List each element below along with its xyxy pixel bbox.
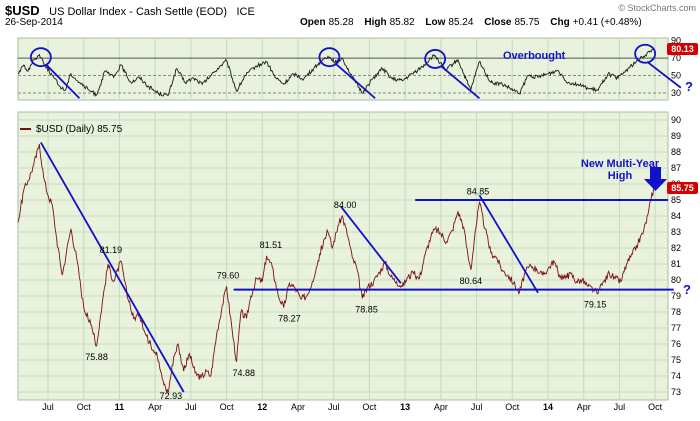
y-axis-label: 74: [671, 371, 681, 381]
y-axis-label: 80: [671, 275, 681, 285]
price-point-label: 80.64: [460, 276, 483, 286]
y-axis-label: 81: [671, 259, 681, 269]
x-axis-label: Oct: [77, 402, 92, 412]
trendline: [340, 205, 402, 284]
y-axis-label: 85: [671, 195, 681, 205]
chart-date: 26-Sep-2014: [5, 17, 63, 28]
y-axis-label: 88: [671, 147, 681, 157]
trendline: [45, 64, 81, 99]
quote-low-value: 85.24: [448, 17, 474, 28]
overbought-circle: [424, 49, 447, 69]
y-axis-label: 78: [671, 307, 681, 317]
price-plot-background: [17, 111, 669, 401]
x-axis-label: Jul: [471, 402, 483, 412]
new-high-line2: High: [607, 170, 633, 182]
price-line-swatch-icon: [20, 128, 31, 131]
price-series-line: [17, 143, 655, 394]
x-axis-label: 11: [115, 402, 125, 412]
quote-high-value: 85.82: [389, 17, 415, 28]
price-point-label: 74.88: [232, 368, 255, 378]
quote-close-value: 85.75: [514, 17, 540, 28]
price-legend: $USD (Daily) 85.75: [20, 124, 122, 135]
price-point-label: 78.27: [278, 314, 301, 324]
price-point-label: 81.19: [100, 245, 123, 255]
trendline: [40, 141, 185, 393]
y-axis-label: 77: [671, 323, 681, 333]
price-point-label: 84.85: [467, 186, 490, 196]
new-high-line1: New Multi-Year: [580, 158, 660, 170]
y-axis-label: 50: [671, 71, 681, 81]
quote-low-label: Low: [425, 17, 446, 28]
trendline: [478, 194, 539, 294]
x-axis-label: 12: [257, 402, 267, 412]
chart-header: $USD US Dollar Index - Cash Settle (EOD)…: [5, 2, 255, 20]
overbought-circle: [318, 47, 341, 68]
x-axis-label: Jul: [614, 402, 626, 412]
x-axis-label: Jul: [42, 402, 54, 412]
symbol: $USD: [5, 3, 40, 18]
x-axis-label: Apr: [291, 402, 305, 412]
price-point-label: 75.88: [85, 352, 108, 362]
chart-title: US Dollar Index - Cash Settle (EOD): [49, 6, 228, 18]
y-axis-label: 75: [671, 355, 681, 365]
x-axis-label: Oct: [362, 402, 377, 412]
overbought-circle: [634, 43, 657, 64]
x-axis-label: Oct: [220, 402, 235, 412]
price-point-label: 81.51: [260, 240, 283, 250]
overbought-annotation: Overbought: [503, 50, 566, 62]
y-axis-label: 70: [671, 53, 681, 63]
indicator-last-value-badge: 80.13: [667, 43, 698, 55]
x-axis-label: 13: [400, 402, 410, 412]
y-axis-label: 87: [671, 163, 681, 173]
price-point-label: 79.60: [217, 270, 240, 280]
exchange: ICE: [236, 6, 255, 18]
quote-close-label: Close: [484, 17, 512, 28]
trendline: [647, 61, 682, 89]
indicator-panel: 90 70 50 30: [17, 36, 682, 101]
x-axis-label: Jul: [328, 402, 340, 412]
overbought-circle: [29, 47, 52, 68]
x-axis-label: Apr: [148, 402, 162, 412]
y-axis-label: 79: [671, 291, 681, 301]
new-high-arrow-icon: [644, 167, 667, 191]
x-axis-label: Jul: [185, 402, 197, 412]
x-axis-label: Apr: [577, 402, 591, 412]
y-axis-label: 73: [671, 387, 681, 397]
quote-bar: Open 85.28 High 85.82 Low 85.24 Close 85.75 …: [300, 17, 642, 28]
price-panel: 81.19 75.88 72.93 79.60 74.88 81.51 78.27 84.00…: [17, 111, 681, 401]
y-axis-label: 76: [671, 339, 681, 349]
copyright: © StockCharts.com: [618, 3, 696, 13]
price-point-label: 72.93: [160, 391, 183, 401]
trendline: [334, 62, 376, 99]
quote-chg-value: +0.41 (+0.48%): [572, 17, 642, 28]
quote-open-label: Open: [300, 17, 326, 28]
quote-chg-label: Chg: [550, 17, 570, 28]
x-axis-label: Apr: [434, 402, 448, 412]
x-axis-label: Oct: [505, 402, 520, 412]
quote-open-value: 85.28: [328, 17, 354, 28]
x-axis-label: 14: [543, 402, 553, 412]
price-last-value-badge: 85.75: [667, 182, 698, 194]
y-axis-label: 89: [671, 131, 681, 141]
support-question-mark: ?: [683, 282, 691, 297]
price-point-label: 79.15: [584, 300, 607, 310]
new-multi-year-high-annotation: New Multi-Year High: [574, 158, 666, 182]
indicator-series-line: [17, 48, 654, 97]
trendline: [440, 65, 481, 99]
y-axis-label: 90: [671, 115, 681, 125]
x-axis-label: Oct: [648, 402, 663, 412]
price-legend-text: $USD (Daily) 85.75: [36, 124, 123, 135]
indicator-plot-background: [17, 37, 669, 101]
price-point-label: 78.85: [355, 304, 378, 314]
y-axis-label: 30: [671, 88, 681, 98]
price-point-label: 84.00: [334, 200, 357, 210]
quote-high-label: High: [364, 17, 387, 28]
y-axis-label: 82: [671, 243, 681, 253]
y-axis-label: 83: [671, 227, 681, 237]
indicator-question-mark: ?: [685, 79, 693, 94]
y-axis-label: 84: [671, 211, 681, 221]
y-axis-label: 90: [671, 36, 681, 46]
